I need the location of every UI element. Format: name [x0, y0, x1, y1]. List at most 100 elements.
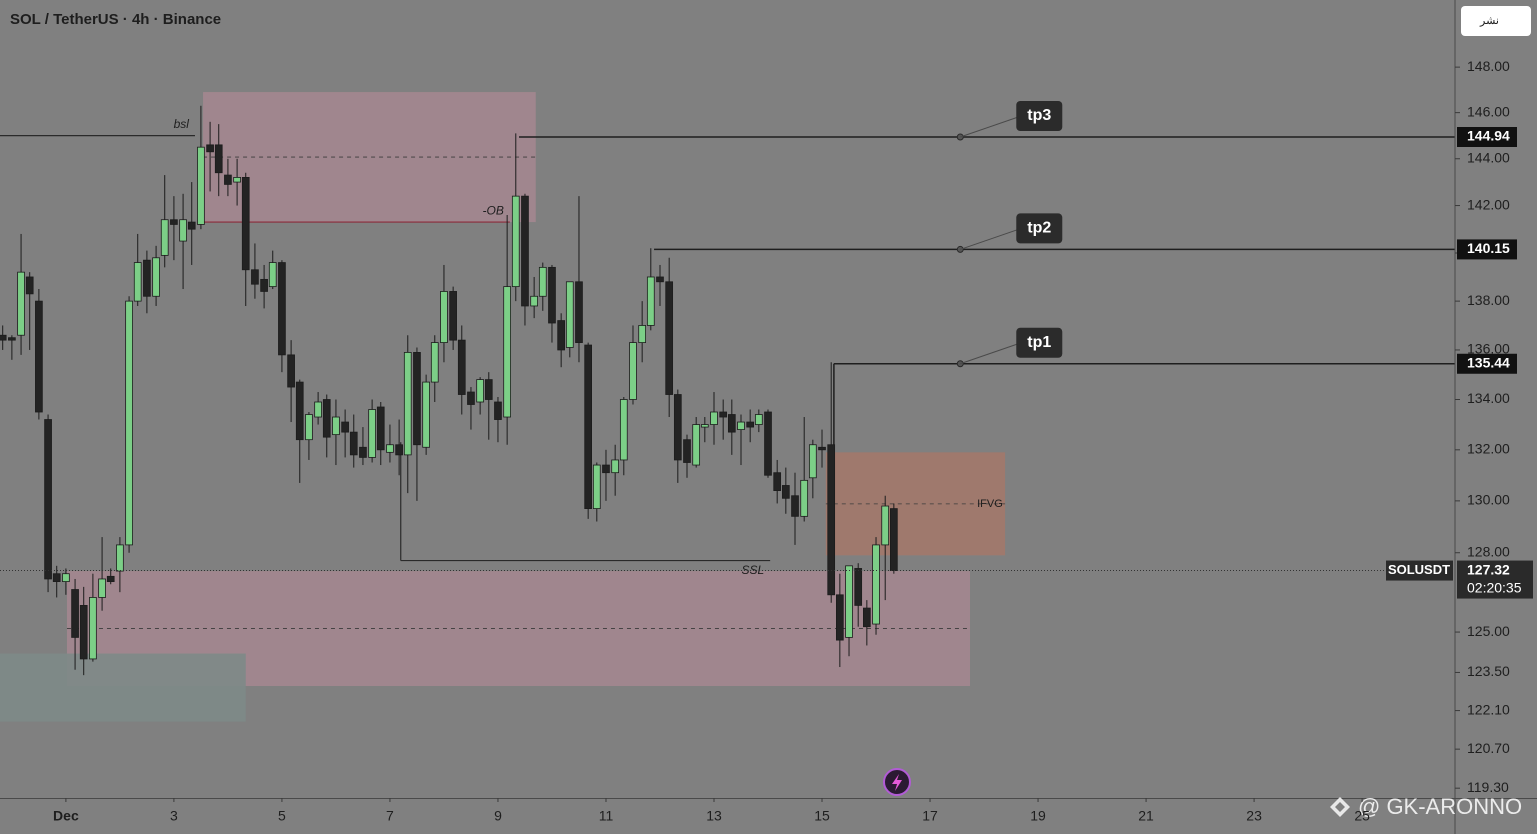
candle-body	[476, 379, 484, 403]
candle-body	[854, 568, 863, 606]
callout-label: tp3	[1027, 107, 1051, 124]
callout-box	[1016, 213, 1063, 244]
chart-title: SOL / TetherUS · 4h · Binance	[10, 11, 221, 28]
candle-body	[665, 281, 674, 395]
candle-body	[457, 339, 466, 395]
candle-body	[808, 444, 817, 479]
candle-body	[403, 352, 412, 456]
x-tick-label: 17	[922, 808, 938, 824]
candle-body	[862, 607, 871, 628]
candle-body	[646, 276, 655, 326]
candle-body	[322, 399, 331, 438]
y-tick-label: 122.10	[1467, 701, 1510, 717]
candle-body	[872, 544, 880, 625]
candle-body	[116, 544, 124, 572]
publish-button[interactable]	[1461, 6, 1531, 36]
candle-body	[737, 421, 745, 430]
candle-body	[548, 266, 556, 324]
candle-body	[170, 219, 178, 225]
candle-body	[295, 381, 304, 441]
annotation-label: -OB	[483, 203, 504, 217]
candle-body	[349, 431, 358, 456]
level-price-label: 140.15	[1467, 240, 1510, 256]
candle-body	[683, 439, 691, 463]
candle-body	[160, 219, 169, 256]
publish-button-label[interactable]: نشر	[1479, 15, 1499, 27]
callout-label: tp2	[1027, 220, 1051, 237]
candle-body	[25, 276, 34, 295]
candle-body	[413, 352, 421, 446]
candle-body	[746, 421, 755, 428]
candle-body	[673, 394, 682, 461]
x-tick-label: 25	[1354, 808, 1370, 824]
candle-body	[494, 401, 502, 420]
watermark-logo	[1330, 797, 1350, 817]
candle-body	[79, 605, 88, 660]
candle-body	[206, 144, 214, 153]
x-tick-label: 7	[386, 808, 394, 824]
candle-body	[881, 505, 890, 546]
candle-body	[611, 459, 620, 474]
candle-body	[800, 479, 809, 517]
candle-body	[17, 271, 25, 336]
candle-body	[638, 325, 647, 343]
x-tick-label: 21	[1138, 808, 1154, 824]
candle-body	[368, 409, 376, 458]
candle-body	[214, 144, 223, 174]
x-tick-label: 23	[1246, 808, 1262, 824]
candle-body	[152, 257, 160, 297]
candle-body	[511, 195, 520, 288]
y-tick-label: 132.00	[1467, 441, 1510, 457]
candle-body	[386, 444, 394, 453]
candle-body	[575, 281, 583, 343]
candle-body	[89, 597, 97, 660]
candle-body	[791, 495, 799, 517]
level-price-box	[1457, 127, 1517, 148]
candle-body	[565, 281, 574, 348]
candle-body	[692, 424, 701, 466]
y-tick-label: 146.00	[1467, 103, 1510, 119]
candle-body	[727, 414, 736, 433]
candle-body	[98, 578, 106, 598]
candle-body	[619, 399, 628, 461]
pane: IFVG bsl -OB SSL tp3 tp2 tp1	[0, 92, 1455, 722]
x-tick-label: 13	[706, 808, 722, 824]
candle-body	[773, 472, 782, 491]
symbol-box	[1386, 560, 1453, 581]
candle-body	[233, 177, 241, 183]
y-tick-label: 142.00	[1467, 196, 1510, 212]
callout-label: tp1	[1027, 334, 1051, 351]
candle-body	[835, 594, 844, 641]
candle-body	[467, 391, 475, 405]
y-tick-label: 136.00	[1467, 341, 1510, 357]
x-tick-label: 15	[814, 808, 830, 824]
countdown-label: 02:20:35	[1467, 579, 1522, 595]
candle-body	[268, 262, 277, 288]
callout-box	[1016, 101, 1063, 132]
candle-body	[503, 286, 511, 418]
candle-body	[656, 276, 664, 283]
candle-body	[602, 464, 610, 474]
zone	[203, 92, 536, 223]
candle-body	[700, 424, 709, 428]
callout-box	[1016, 327, 1063, 358]
candle-body	[430, 342, 439, 383]
callout-line	[960, 228, 1019, 250]
candle-body	[818, 446, 826, 451]
candle-body	[52, 573, 61, 583]
zone-label: IFVG	[977, 498, 1003, 510]
annotation-label: SSL	[741, 563, 764, 577]
candle-body	[8, 337, 16, 341]
candle-body	[287, 354, 295, 388]
candle-body	[71, 589, 79, 638]
candle-body	[395, 444, 403, 456]
candle-body	[44, 419, 52, 580]
candle-body	[197, 146, 205, 225]
candle-body	[314, 401, 322, 418]
y-tick-label: 134.00	[1467, 390, 1510, 406]
candle-body	[890, 508, 898, 571]
candle-body	[359, 446, 367, 458]
candle-body	[719, 411, 728, 418]
annotation-label: bsl	[174, 117, 190, 131]
